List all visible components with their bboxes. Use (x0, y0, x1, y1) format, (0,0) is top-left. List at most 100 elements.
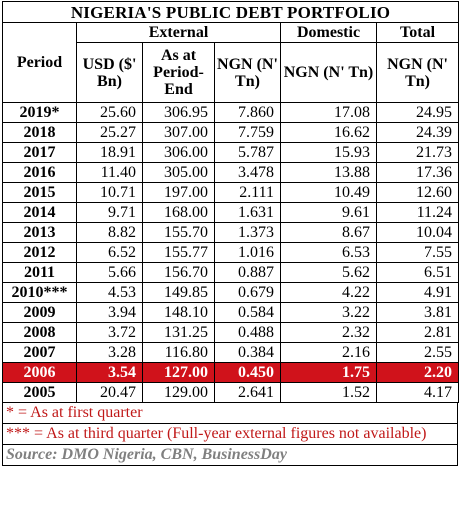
cell-total-ngn: 10.04 (375, 222, 460, 243)
cell-domestic-ngn: 5.62 (280, 262, 377, 283)
cell-period: 2017 (2, 142, 77, 163)
cell-external-ngn: 1.631 (214, 202, 281, 223)
cell-domestic-ngn: 1.75 (280, 362, 377, 383)
total-group-header: Total (375, 22, 460, 43)
cell-period: 2019* (2, 102, 77, 123)
cell-domestic-ngn: 15.93 (280, 142, 377, 163)
notes-section: * = As at first quarter *** = As at thir… (2, 403, 458, 466)
cell-total-ngn: 2.55 (375, 342, 460, 363)
source-line: Source: DMO Nigeria, CBN, BusinessDay (6, 446, 287, 463)
cell-external-ngn: 0.384 (214, 342, 281, 363)
cell-external-ngn: 7.860 (214, 102, 281, 123)
cell-total-ngn: 7.55 (375, 242, 460, 263)
cell-external-ngn: 1.016 (214, 242, 281, 263)
cell-external-ngn: 2.111 (214, 182, 281, 203)
cell-period: 2015 (2, 182, 77, 203)
cell-external-ngn: 3.478 (214, 162, 281, 183)
cell-domestic-ngn: 2.32 (280, 322, 377, 343)
cell-total-ngn: 2.81 (375, 322, 460, 343)
cell-usd: 25.27 (76, 122, 143, 143)
cell-as-at-period-end: 305.00 (142, 162, 215, 183)
cell-as-at-period-end: 306.95 (142, 102, 215, 123)
cell-total-ngn: 2.20 (375, 362, 460, 383)
table-body: 2019* 25.60 306.95 7.860 17.08 24.95 2018 25.27… (2, 102, 460, 403)
cell-period: 2014 (2, 202, 77, 223)
cell-usd: 3.54 (76, 362, 143, 383)
cell-usd: 5.66 (76, 262, 143, 283)
cell-period: 2016 (2, 162, 77, 183)
cell-usd: 3.72 (76, 322, 143, 343)
cell-as-at-period-end: 168.00 (142, 202, 215, 223)
cell-as-at-period-end: 129.00 (142, 382, 215, 403)
footnote-third-quarter: *** = As at third quarter (Full-year ext… (3, 424, 457, 445)
table-row: 2016 11.40 305.00 3.478 13.88 17.36 (2, 162, 460, 183)
table-row: 2019* 25.60 306.95 7.860 17.08 24.95 (2, 102, 460, 123)
cell-as-at-period-end: 116.80 (142, 342, 215, 363)
cell-domestic-ngn: 4.22 (280, 282, 377, 303)
cell-domestic-ngn: 2.16 (280, 342, 377, 363)
table-row: 2009 3.94 148.10 0.584 3.22 3.81 (2, 302, 460, 323)
cell-usd: 6.52 (76, 242, 143, 263)
table-row: 2013 8.82 155.70 1.373 8.67 10.04 (2, 222, 460, 243)
debt-portfolio-document: NIGERIA'S PUBLIC DEBT PORTFOLIO Period E… (1, 1, 460, 466)
cell-external-ngn: 0.679 (214, 282, 281, 303)
cell-domestic-ngn: 17.08 (280, 102, 377, 123)
cell-as-at-period-end: 306.00 (142, 142, 215, 163)
cell-domestic-ngn: 13.88 (280, 162, 377, 183)
cell-usd: 3.28 (76, 342, 143, 363)
table-row: 2017 18.91 306.00 5.787 15.93 21.73 (2, 142, 460, 163)
cell-total-ngn: 24.95 (375, 102, 460, 123)
cell-usd: 25.60 (76, 102, 143, 123)
cell-as-at-period-end: 131.25 (142, 322, 215, 343)
cell-as-at-period-end: 148.10 (142, 302, 215, 323)
table-row: 2007 3.28 116.80 0.384 2.16 2.55 (2, 342, 460, 363)
footnote-first-quarter: * = As at first quarter (3, 403, 457, 424)
cell-external-ngn: 0.887 (214, 262, 281, 283)
cell-external-ngn: 0.584 (214, 302, 281, 323)
cell-as-at-period-end: 155.70 (142, 222, 215, 243)
table-row: 2012 6.52 155.77 1.016 6.53 7.55 (2, 242, 460, 263)
cell-period: 2009 (2, 302, 77, 323)
cell-period: 2011 (2, 262, 77, 283)
cell-domestic-ngn: 8.67 (280, 222, 377, 243)
cell-as-at-period-end: 127.00 (142, 362, 215, 383)
cell-total-ngn: 11.24 (375, 202, 460, 223)
cell-total-ngn: 17.36 (375, 162, 460, 183)
debt-table: NIGERIA'S PUBLIC DEBT PORTFOLIO Period E… (1, 1, 460, 403)
cell-as-at-period-end: 307.00 (142, 122, 215, 143)
as-at-period-end-header: As at Period-End (142, 42, 215, 103)
cell-total-ngn: 4.17 (375, 382, 460, 403)
cell-total-ngn: 4.91 (375, 282, 460, 303)
usd-header: USD ($' Bn) (76, 42, 143, 103)
cell-period: 2018 (2, 122, 77, 143)
table-title: NIGERIA'S PUBLIC DEBT PORTFOLIO (1, 1, 460, 23)
table-row: 2008 3.72 131.25 0.488 2.32 2.81 (2, 322, 460, 343)
cell-as-at-period-end: 149.85 (142, 282, 215, 303)
cell-domestic-ngn: 9.61 (280, 202, 377, 223)
cell-domestic-ngn: 6.53 (280, 242, 377, 263)
external-group-header: External (76, 22, 281, 43)
domestic-group-header: Domestic (280, 22, 377, 43)
cell-total-ngn: 12.60 (375, 182, 460, 203)
cell-total-ngn: 3.81 (375, 302, 460, 323)
cell-usd: 3.94 (76, 302, 143, 323)
cell-period: 2008 (2, 322, 77, 343)
cell-total-ngn: 21.73 (375, 142, 460, 163)
table-row: 2005 20.47 129.00 2.641 1.52 4.17 (2, 382, 460, 403)
cell-external-ngn: 2.641 (214, 382, 281, 403)
table-row: 2018 25.27 307.00 7.759 16.62 24.39 (2, 122, 460, 143)
cell-usd: 8.82 (76, 222, 143, 243)
cell-usd: 9.71 (76, 202, 143, 223)
cell-domestic-ngn: 10.49 (280, 182, 377, 203)
cell-period: 2005 (2, 382, 77, 403)
cell-period: 2006 (2, 362, 77, 383)
table-row: 2010*** 4.53 149.85 0.679 4.22 4.91 (2, 282, 460, 303)
cell-domestic-ngn: 3.22 (280, 302, 377, 323)
cell-period: 2007 (2, 342, 77, 363)
cell-usd: 10.71 (76, 182, 143, 203)
cell-domestic-ngn: 16.62 (280, 122, 377, 143)
cell-external-ngn: 1.373 (214, 222, 281, 243)
domestic-ngn-header: NGN (N' Tn) (280, 42, 377, 103)
cell-period: 2012 (2, 242, 77, 263)
cell-usd: 20.47 (76, 382, 143, 403)
